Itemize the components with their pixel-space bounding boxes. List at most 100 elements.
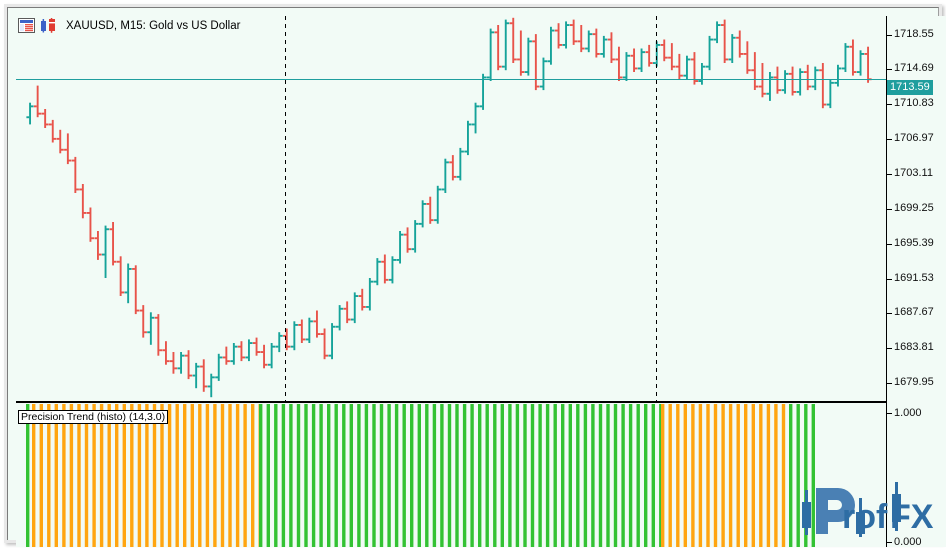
period-separator-line xyxy=(285,16,286,401)
histogram-bar xyxy=(698,404,703,547)
histogram-bar xyxy=(485,404,489,547)
histogram-bar xyxy=(500,404,504,547)
histogram-bar xyxy=(598,404,603,547)
histogram-bar xyxy=(259,404,263,547)
pane-separator xyxy=(16,401,886,403)
histogram-bar xyxy=(183,404,187,547)
histogram-bar xyxy=(77,404,81,547)
histogram-bar xyxy=(379,404,384,547)
indicator-header: Precision Trend (histo) (14,3.0) xyxy=(18,407,169,425)
histogram-bar xyxy=(152,404,157,547)
histogram-bar xyxy=(621,404,625,547)
histogram-bar xyxy=(606,404,610,547)
histogram-bar xyxy=(478,404,482,547)
histogram-bar xyxy=(402,404,406,547)
histogram-bar xyxy=(235,404,240,547)
histogram-bar xyxy=(455,404,459,547)
histogram-bar xyxy=(84,404,89,547)
precision-trend-histogram xyxy=(26,404,815,547)
histogram-bar xyxy=(628,404,633,547)
window-client-area: XAUUSD, M15: Gold vs US Dollar Precision… xyxy=(7,7,946,548)
price-scale-tick xyxy=(887,69,892,71)
histogram-bar xyxy=(417,404,421,547)
histogram-bar xyxy=(493,404,497,547)
histogram-bar xyxy=(372,404,376,547)
histogram-bar xyxy=(440,404,444,547)
histogram-bar xyxy=(228,404,232,547)
histogram-bar xyxy=(553,404,557,547)
histogram-bar xyxy=(706,404,710,547)
indicator-scale-label: 0.000 xyxy=(894,536,922,548)
price-scale-tick xyxy=(887,173,892,175)
histogram-bar xyxy=(145,404,149,547)
bar-chart-icon[interactable] xyxy=(40,18,57,33)
histogram-bar xyxy=(175,404,179,547)
histogram-bar xyxy=(213,404,217,547)
histogram-bar xyxy=(530,404,535,547)
histogram-bar xyxy=(39,404,43,547)
histogram-bar xyxy=(515,404,520,547)
histogram-bar xyxy=(538,404,542,547)
histogram-bar xyxy=(220,404,225,547)
price-scale-label: 1703.11 xyxy=(894,166,933,179)
histogram-bar xyxy=(251,404,255,547)
price-scale-tick xyxy=(887,208,892,210)
price-scale-label: 1691.53 xyxy=(894,271,934,284)
histogram-bar xyxy=(266,404,270,547)
histogram-bar xyxy=(425,404,429,547)
price-scale-tick xyxy=(887,139,892,141)
histogram-bar xyxy=(676,404,680,547)
histogram-bar xyxy=(668,404,672,547)
histogram-bar xyxy=(319,404,323,547)
price-scale-tick xyxy=(887,104,892,106)
histogram-bar xyxy=(713,404,718,547)
histogram-bar xyxy=(115,404,119,547)
histogram-bar xyxy=(804,404,808,547)
histogram-bar xyxy=(92,404,96,547)
indicator-pane[interactable] xyxy=(16,404,886,547)
histogram-bar xyxy=(364,404,369,547)
histogram-bar xyxy=(789,404,793,547)
histogram-bar xyxy=(130,404,134,547)
histogram-bar xyxy=(243,404,247,547)
ohlc-bars xyxy=(26,17,872,398)
histogram-bar xyxy=(683,404,687,547)
histogram-bar xyxy=(410,404,414,547)
price-scale[interactable] xyxy=(886,16,946,547)
price-scale-label: 1718.55 xyxy=(894,27,934,40)
histogram-bar xyxy=(160,404,164,547)
histogram-bar xyxy=(334,404,338,547)
histogram-bar xyxy=(54,404,58,547)
price-scale-tick xyxy=(887,34,892,36)
price-scale-label: 1679.95 xyxy=(894,376,934,389)
price-scale-tick xyxy=(887,313,892,315)
histogram-bar xyxy=(636,404,640,547)
price-scale-label: 1695.39 xyxy=(894,236,934,249)
histogram-bar xyxy=(568,404,572,547)
histogram-bar xyxy=(342,404,346,547)
histogram-bar xyxy=(311,404,316,547)
price-scale-label: 1683.81 xyxy=(894,341,934,354)
histogram-bar xyxy=(759,404,763,547)
chart-properties-icon[interactable] xyxy=(18,18,35,33)
indicator-label: Precision Trend (histo) (14,3.0) xyxy=(18,410,169,424)
histogram-bar xyxy=(651,404,655,547)
histogram-bar xyxy=(198,404,202,547)
histogram-bar xyxy=(274,404,278,547)
price-scale-tick xyxy=(887,243,892,245)
histogram-bar xyxy=(69,404,74,547)
price-scale-tick xyxy=(887,348,892,350)
histogram-bar xyxy=(661,404,665,547)
histogram-bar xyxy=(167,404,172,547)
histogram-bar xyxy=(728,404,733,547)
histogram-bar xyxy=(107,404,111,547)
price-scale-label: 1714.69 xyxy=(894,62,934,75)
price-chart-pane[interactable] xyxy=(16,16,886,399)
histogram-bar xyxy=(659,404,663,547)
histogram-bar xyxy=(781,404,786,547)
histogram-bar xyxy=(190,404,194,547)
chart-title: XAUUSD, M15: Gold vs US Dollar xyxy=(66,19,241,32)
current-price-line xyxy=(16,79,886,81)
histogram-bar xyxy=(327,404,331,547)
